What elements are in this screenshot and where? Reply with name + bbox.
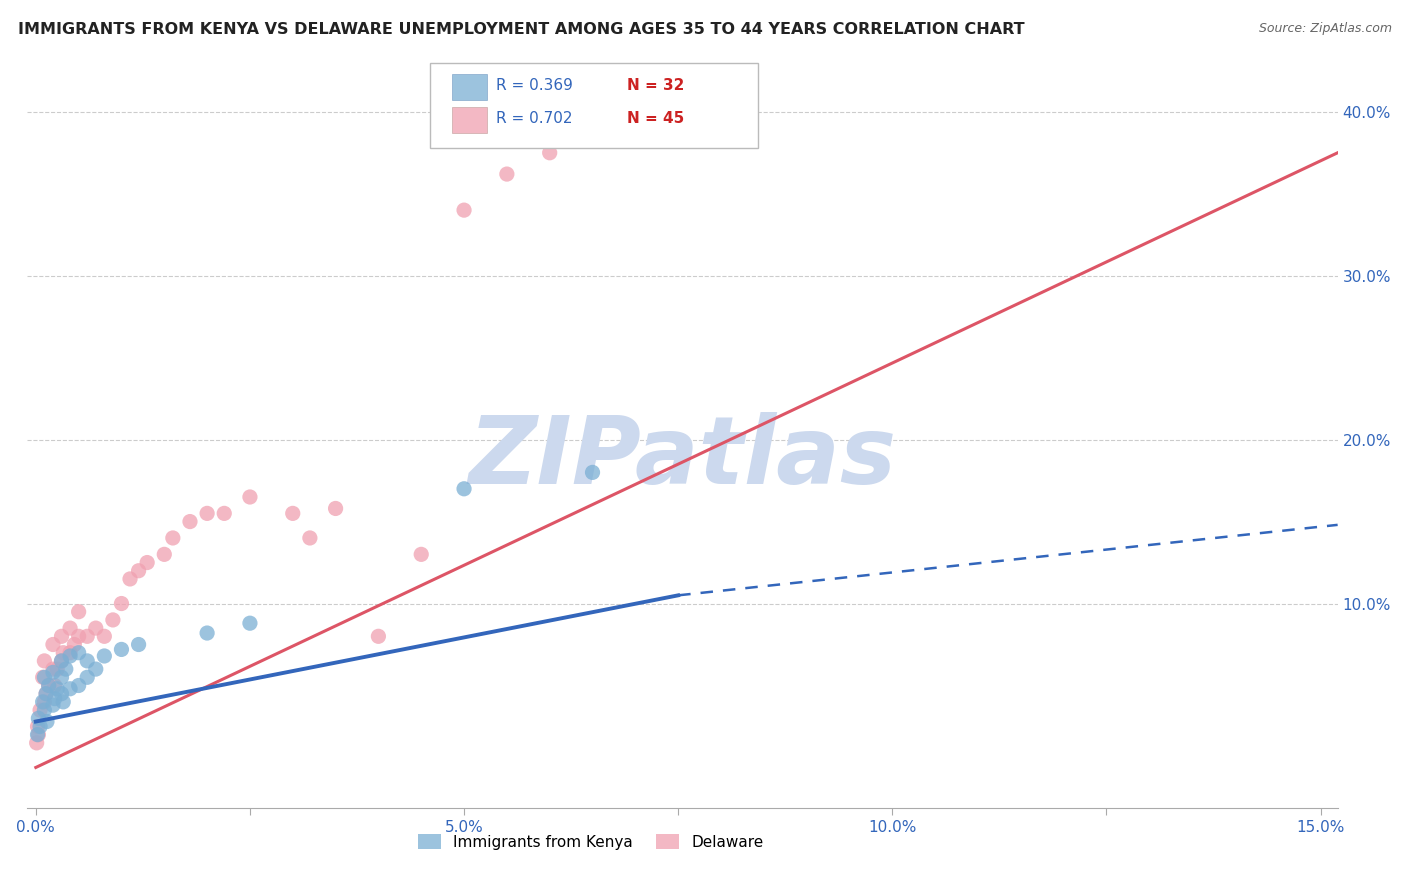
Point: [453, 203, 475, 218]
Point: [27, 711, 49, 725]
Point: [31, 670, 53, 684]
Point: [59, 681, 82, 696]
Point: [34, 654, 56, 668]
Point: [128, 638, 150, 652]
Point: [52, 695, 75, 709]
Point: [76, 670, 98, 684]
FancyBboxPatch shape: [451, 107, 488, 133]
Point: [35, 714, 58, 729]
Point: [38, 678, 60, 692]
FancyBboxPatch shape: [430, 63, 758, 147]
Point: [30, 703, 52, 717]
Point: [239, 616, 262, 631]
Text: IMMIGRANTS FROM KENYA VS DELAWARE UNEMPLOYMENT AMONG AGES 35 TO 44 YEARS CORRELA: IMMIGRANTS FROM KENYA VS DELAWARE UNEMPL…: [18, 22, 1025, 37]
Point: [179, 515, 201, 529]
Point: [367, 629, 389, 643]
Point: [101, 613, 124, 627]
Point: [51, 654, 73, 668]
Point: [30, 719, 52, 733]
Point: [411, 547, 433, 561]
Point: [538, 145, 561, 160]
Point: [44, 691, 66, 706]
Point: [52, 646, 75, 660]
Point: [51, 629, 73, 643]
Point: [118, 572, 141, 586]
Point: [44, 678, 66, 692]
Point: [453, 482, 475, 496]
Point: [46, 681, 69, 696]
Point: [67, 646, 90, 660]
Point: [110, 597, 132, 611]
Point: [195, 626, 218, 640]
Point: [27, 719, 49, 733]
Text: ZIPatlas: ZIPatlas: [468, 412, 897, 504]
Point: [581, 129, 603, 144]
Point: [93, 648, 115, 663]
Point: [51, 670, 73, 684]
Point: [67, 678, 90, 692]
Point: [298, 531, 321, 545]
Point: [93, 629, 115, 643]
Point: [27, 728, 49, 742]
Text: N = 32: N = 32: [627, 78, 685, 94]
Text: N = 45: N = 45: [627, 112, 685, 126]
Point: [67, 629, 90, 643]
Point: [136, 556, 159, 570]
Point: [581, 466, 603, 480]
Point: [51, 687, 73, 701]
Point: [76, 629, 98, 643]
Point: [25, 736, 48, 750]
Point: [67, 605, 90, 619]
Point: [162, 531, 184, 545]
Point: [46, 662, 69, 676]
Point: [31, 695, 53, 709]
Point: [110, 642, 132, 657]
Point: [76, 654, 98, 668]
Point: [128, 564, 150, 578]
Point: [84, 662, 107, 676]
Point: [212, 507, 235, 521]
Text: R = 0.369: R = 0.369: [496, 78, 574, 94]
Point: [35, 687, 58, 701]
Point: [153, 547, 176, 561]
Point: [34, 670, 56, 684]
Point: [59, 621, 82, 635]
Text: Source: ZipAtlas.com: Source: ZipAtlas.com: [1258, 22, 1392, 36]
Point: [34, 703, 56, 717]
Point: [34, 695, 56, 709]
Point: [63, 638, 86, 652]
Point: [59, 646, 82, 660]
Point: [35, 687, 58, 701]
Point: [42, 638, 65, 652]
Point: [42, 665, 65, 680]
Point: [84, 621, 107, 635]
Legend: Immigrants from Kenya, Delaware: Immigrants from Kenya, Delaware: [412, 828, 769, 855]
Point: [496, 167, 519, 181]
Point: [51, 654, 73, 668]
Point: [38, 678, 60, 692]
Text: R = 0.702: R = 0.702: [496, 112, 572, 126]
FancyBboxPatch shape: [451, 74, 488, 100]
Point: [281, 507, 304, 521]
Point: [624, 113, 647, 128]
Point: [55, 662, 77, 676]
Point: [239, 490, 262, 504]
Point: [59, 648, 82, 663]
Point: [325, 501, 347, 516]
Point: [42, 662, 65, 676]
Point: [42, 698, 65, 713]
Point: [195, 507, 218, 521]
Point: [27, 728, 49, 742]
